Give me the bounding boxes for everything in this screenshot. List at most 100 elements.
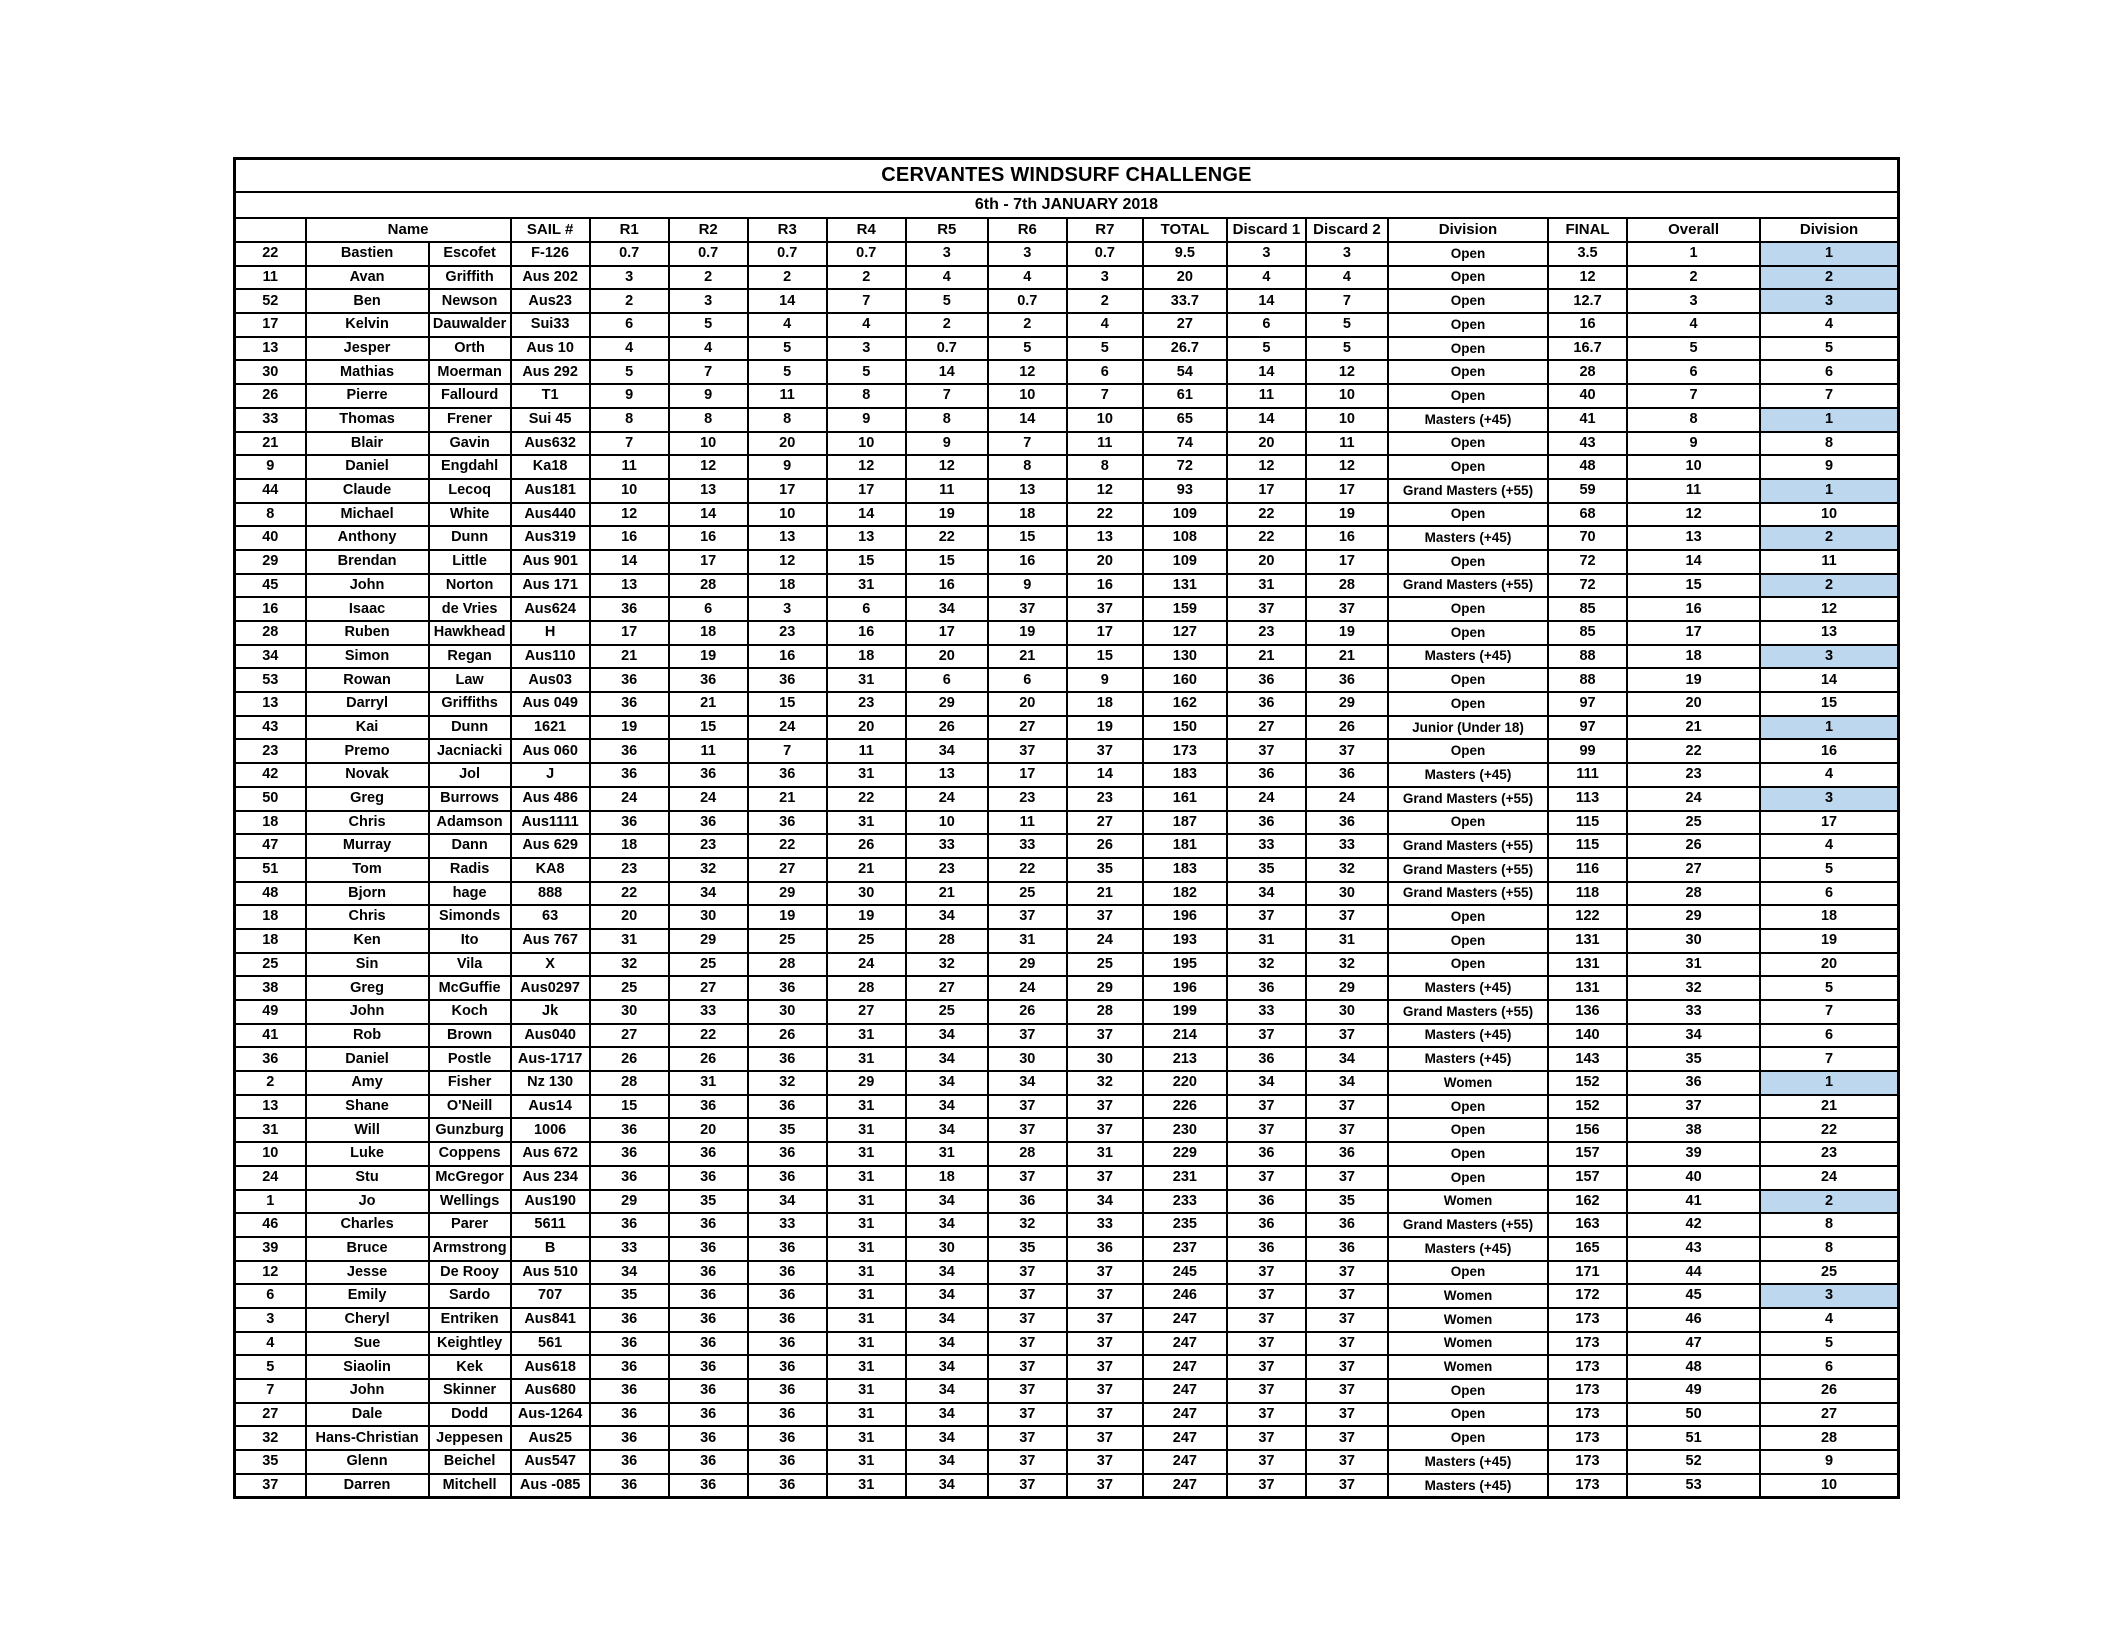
r5-cell: 20 (904, 643, 989, 670)
entry-number-cell: 46 (233, 1212, 307, 1238)
r6-cell: 37 (986, 904, 1068, 930)
r7-cell: 11 (1065, 430, 1144, 457)
discard1-cell: 37 (1225, 904, 1307, 930)
r3-cell: 36 (746, 1046, 828, 1073)
r4-cell: 5 (825, 359, 907, 386)
entry-number-cell: 2 (233, 1070, 307, 1096)
division-cell: Open (1386, 927, 1550, 954)
first-name-cell: Greg (304, 785, 430, 812)
r3-cell: 36 (746, 1235, 828, 1262)
total-cell: 237 (1141, 1235, 1228, 1262)
discard2-cell: 35 (1304, 1188, 1389, 1215)
overall-cell: 29 (1626, 904, 1762, 930)
discard1-cell: 17 (1225, 477, 1307, 504)
discard1-cell: 37 (1225, 1164, 1307, 1191)
last-name-cell: Law (427, 667, 512, 694)
entry-number-cell: 28 (233, 620, 307, 646)
r2-cell: 21 (667, 691, 749, 717)
r5-cell: 34 (904, 1212, 989, 1238)
first-name-cell: Premo (304, 738, 430, 765)
entry-number-cell: 12 (233, 1259, 307, 1286)
division-cell: Women (1386, 1330, 1550, 1357)
total-cell: 196 (1141, 904, 1228, 930)
r1-cell: 31 (588, 927, 670, 954)
entry-number-cell: 21 (233, 430, 307, 457)
entry-number-cell: 50 (233, 785, 307, 812)
first-name-cell: Simon (304, 643, 430, 670)
division-rank-cell: 11 (1759, 548, 1900, 575)
r1-cell: 36 (588, 738, 670, 765)
r6-cell: 8 (986, 454, 1068, 480)
division-rank-cell: 1 (1759, 241, 1900, 267)
r5-cell: 34 (904, 1449, 989, 1475)
r7-cell: 37 (1065, 1022, 1144, 1049)
col-r6: R6 (986, 217, 1068, 243)
r3-cell: 14 (746, 288, 828, 315)
discard1-cell: 37 (1225, 1259, 1307, 1286)
r4-cell: 16 (825, 620, 907, 646)
discard2-cell: 37 (1304, 1093, 1389, 1120)
r4-cell: 31 (825, 1378, 907, 1404)
r1-cell: 36 (588, 809, 670, 836)
table-row: 32 Hans-Christian Jeppesen Aus25 36 36 36 31 34 3… (233, 1425, 1900, 1452)
entry-number-cell: 16 (233, 596, 307, 622)
division-rank-cell: 1 (1759, 1070, 1900, 1096)
division-rank-cell: 2 (1759, 525, 1900, 551)
division-rank-cell: 2 (1759, 572, 1900, 599)
final-cell: 157 (1547, 1141, 1629, 1167)
overall-cell: 27 (1626, 856, 1762, 883)
discard1-cell: 36 (1225, 1235, 1307, 1262)
title-row: CERVANTES WINDSURF CHALLENGE (233, 157, 1900, 193)
r1-cell: 20 (588, 904, 670, 930)
r6-cell: 5 (986, 335, 1068, 362)
discard2-cell: 26 (1304, 714, 1389, 741)
division-cell: Open (1386, 738, 1550, 765)
division-cell: Open (1386, 241, 1550, 267)
sail-number-cell: Aus23 (509, 288, 591, 315)
r5-cell: 27 (904, 975, 989, 1001)
last-name-cell: Griffith (427, 264, 512, 291)
discard1-cell: 24 (1225, 785, 1307, 812)
r2-cell: 23 (667, 833, 749, 859)
sail-number-cell: Aus841 (509, 1306, 591, 1333)
r7-cell: 4 (1065, 312, 1144, 338)
table-row: 47 Murray Dann Aus 629 18 23 22 26 33 33 26 181 33 33… (233, 833, 1900, 859)
r3-cell: 27 (746, 856, 828, 883)
discard2-cell: 37 (1304, 1306, 1389, 1333)
last-name-cell: Wellings (427, 1188, 512, 1215)
discard1-cell: 32 (1225, 951, 1307, 978)
table-row: 3 Cheryl Entriken Aus841 36 36 36 31 34 37 37 247 37… (233, 1306, 1900, 1333)
r6-cell: 7 (986, 430, 1068, 457)
entry-number-cell: 18 (233, 927, 307, 954)
table-row: 29 Brendan Little Aus 901 14 17 12 15 15 16 20 109 2… (233, 548, 1900, 575)
r7-cell: 10 (1065, 406, 1144, 433)
r1-cell: 22 (588, 880, 670, 907)
r1-cell: 36 (588, 1164, 670, 1191)
first-name-cell: Darren (304, 1472, 430, 1499)
r7-cell: 5 (1065, 335, 1144, 362)
discard2-cell: 37 (1304, 1283, 1389, 1309)
division-cell: Open (1386, 1093, 1550, 1120)
r5-cell: 34 (904, 1330, 989, 1357)
table-row: 37 Darren Mitchell Aus -085 36 36 36 31 34 37 37 24… (233, 1472, 1900, 1499)
table-row: 1 Jo Wellings Aus190 29 35 34 31 34 36 34 233 36 35 Wo… (233, 1188, 1900, 1215)
overall-cell: 8 (1626, 406, 1762, 433)
overall-cell: 41 (1626, 1188, 1762, 1215)
last-name-cell: Armstrong (427, 1235, 512, 1262)
discard1-cell: 36 (1225, 1188, 1307, 1215)
r7-cell: 37 (1065, 1378, 1144, 1404)
table-row: 10 Luke Coppens Aus 672 36 36 36 31 31 28 31 229 36 3… (233, 1141, 1900, 1167)
discard2-cell: 37 (1304, 1354, 1389, 1380)
entry-number-cell: 13 (233, 1093, 307, 1120)
r1-cell: 32 (588, 951, 670, 978)
r7-cell: 37 (1065, 1117, 1144, 1144)
last-name-cell: Moerman (427, 359, 512, 386)
division-rank-cell: 16 (1759, 738, 1900, 765)
total-cell: 213 (1141, 1046, 1228, 1073)
r4-cell: 7 (825, 288, 907, 315)
discard1-cell: 22 (1225, 501, 1307, 528)
r2-cell: 12 (667, 454, 749, 480)
division-cell: Junior (Under 18) (1386, 714, 1550, 741)
last-name-cell: Kek (427, 1354, 512, 1380)
r2-cell: 36 (667, 667, 749, 694)
